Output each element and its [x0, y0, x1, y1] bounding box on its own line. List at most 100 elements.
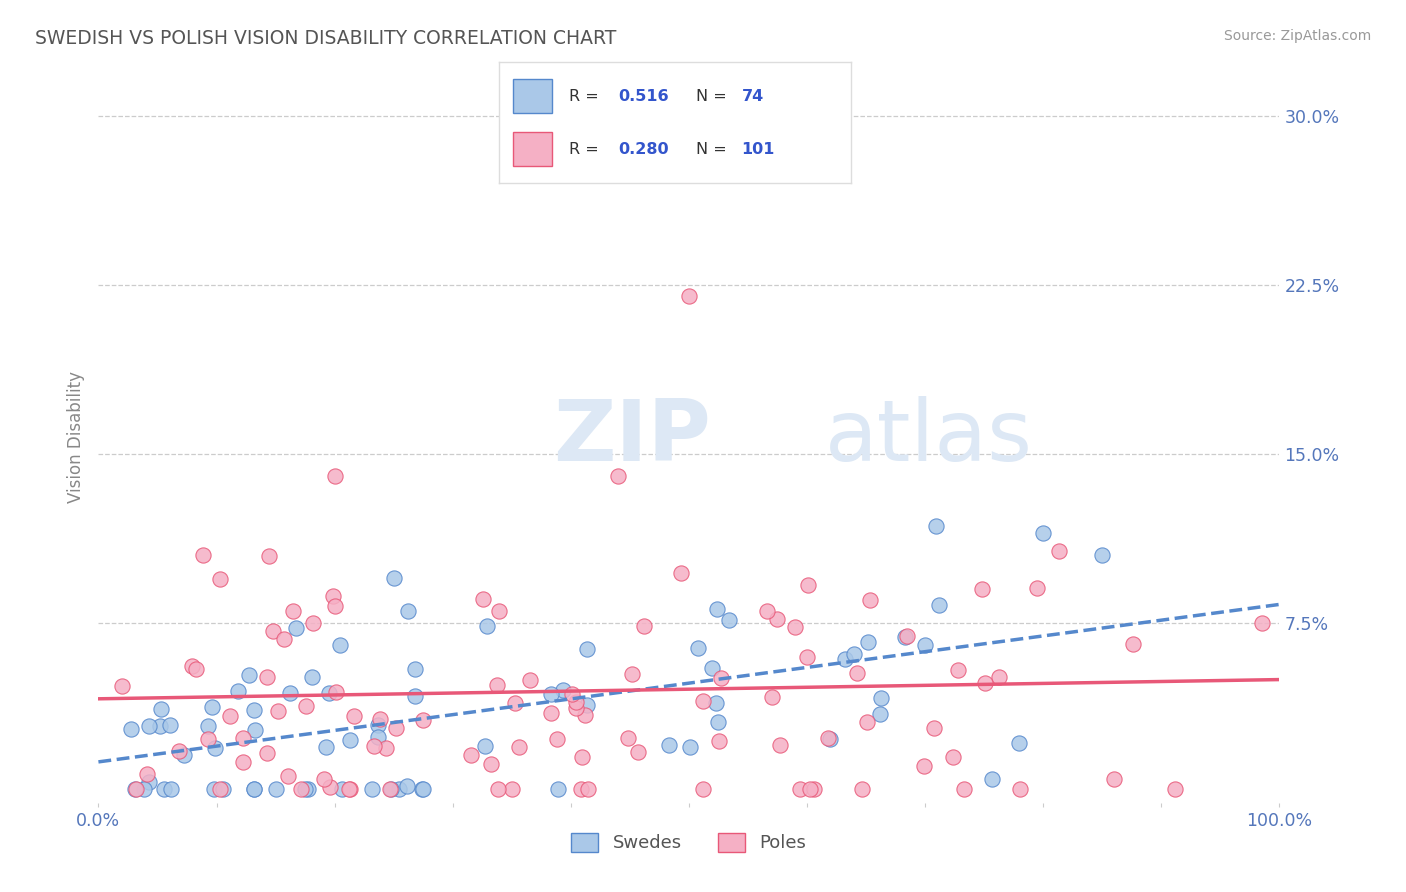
- Point: [262, 624, 284, 639]
- Point: [404, 662, 426, 676]
- Point: [325, 685, 347, 699]
- Point: [717, 613, 740, 627]
- Point: [1026, 581, 1049, 595]
- Point: [479, 756, 502, 771]
- Point: [378, 782, 401, 797]
- Point: [384, 722, 406, 736]
- Point: [159, 718, 181, 732]
- Point: [508, 739, 530, 754]
- Point: [547, 782, 569, 797]
- Point: [973, 675, 995, 690]
- Point: [337, 782, 360, 797]
- Point: [855, 714, 877, 729]
- Point: [519, 673, 541, 687]
- Point: [395, 779, 418, 793]
- Point: [138, 775, 160, 789]
- Point: [620, 667, 643, 681]
- Point: [851, 782, 873, 797]
- Point: [561, 687, 583, 701]
- Point: [315, 740, 337, 755]
- Point: [361, 782, 384, 797]
- Point: [756, 604, 779, 618]
- Point: [551, 682, 574, 697]
- Text: R =: R =: [569, 142, 605, 157]
- Point: [925, 519, 948, 533]
- Point: [204, 740, 226, 755]
- Point: [922, 722, 945, 736]
- Point: [475, 619, 498, 633]
- Point: [201, 700, 224, 714]
- Point: [278, 686, 301, 700]
- Point: [197, 719, 219, 733]
- Point: [138, 719, 160, 733]
- Point: [243, 723, 266, 737]
- Point: [546, 731, 568, 746]
- Point: [124, 782, 146, 797]
- Point: [243, 703, 266, 717]
- Point: [277, 769, 299, 783]
- Point: [297, 782, 319, 797]
- Point: [256, 746, 278, 760]
- Point: [503, 696, 526, 710]
- Point: [1010, 782, 1032, 797]
- Point: [565, 701, 588, 715]
- Point: [952, 782, 974, 797]
- Point: [267, 704, 290, 718]
- Point: [658, 738, 681, 752]
- Point: [709, 734, 731, 748]
- Point: [318, 686, 340, 700]
- Point: [1163, 782, 1185, 797]
- Point: [301, 670, 323, 684]
- Point: [184, 662, 207, 676]
- Point: [294, 782, 316, 797]
- Point: [633, 619, 655, 633]
- Point: [818, 731, 841, 746]
- Point: [607, 469, 630, 483]
- Point: [173, 748, 195, 763]
- Point: [501, 782, 523, 797]
- Point: [202, 782, 225, 797]
- Point: [242, 782, 264, 797]
- Point: [323, 599, 346, 613]
- FancyBboxPatch shape: [513, 79, 551, 113]
- Point: [284, 621, 307, 635]
- Point: [329, 638, 352, 652]
- Point: [135, 767, 157, 781]
- Point: [1047, 543, 1070, 558]
- Point: [803, 782, 825, 797]
- Point: [169, 744, 191, 758]
- Point: [111, 679, 134, 693]
- Point: [228, 684, 250, 698]
- Point: [817, 731, 839, 745]
- Point: [323, 469, 346, 483]
- Point: [474, 739, 496, 754]
- FancyBboxPatch shape: [513, 132, 551, 166]
- Point: [330, 782, 353, 797]
- Point: [367, 730, 389, 744]
- Point: [197, 731, 219, 746]
- Point: [132, 782, 155, 797]
- Point: [988, 670, 1011, 684]
- Point: [471, 591, 494, 606]
- Point: [404, 689, 426, 703]
- Point: [382, 571, 405, 585]
- Point: [367, 718, 389, 732]
- Text: N =: N =: [696, 88, 733, 103]
- Point: [856, 635, 879, 649]
- Point: [160, 782, 183, 797]
- Point: [783, 620, 806, 634]
- Point: [669, 566, 692, 580]
- Text: ZIP: ZIP: [553, 395, 711, 479]
- Text: 0.516: 0.516: [619, 88, 669, 103]
- Point: [799, 782, 821, 797]
- Point: [208, 782, 231, 797]
- Point: [845, 665, 868, 680]
- Point: [576, 698, 599, 713]
- Point: [486, 782, 509, 797]
- Point: [928, 599, 950, 613]
- Point: [256, 670, 278, 684]
- Point: [219, 709, 242, 723]
- Point: [1032, 525, 1054, 540]
- Point: [565, 695, 588, 709]
- Text: 101: 101: [742, 142, 775, 157]
